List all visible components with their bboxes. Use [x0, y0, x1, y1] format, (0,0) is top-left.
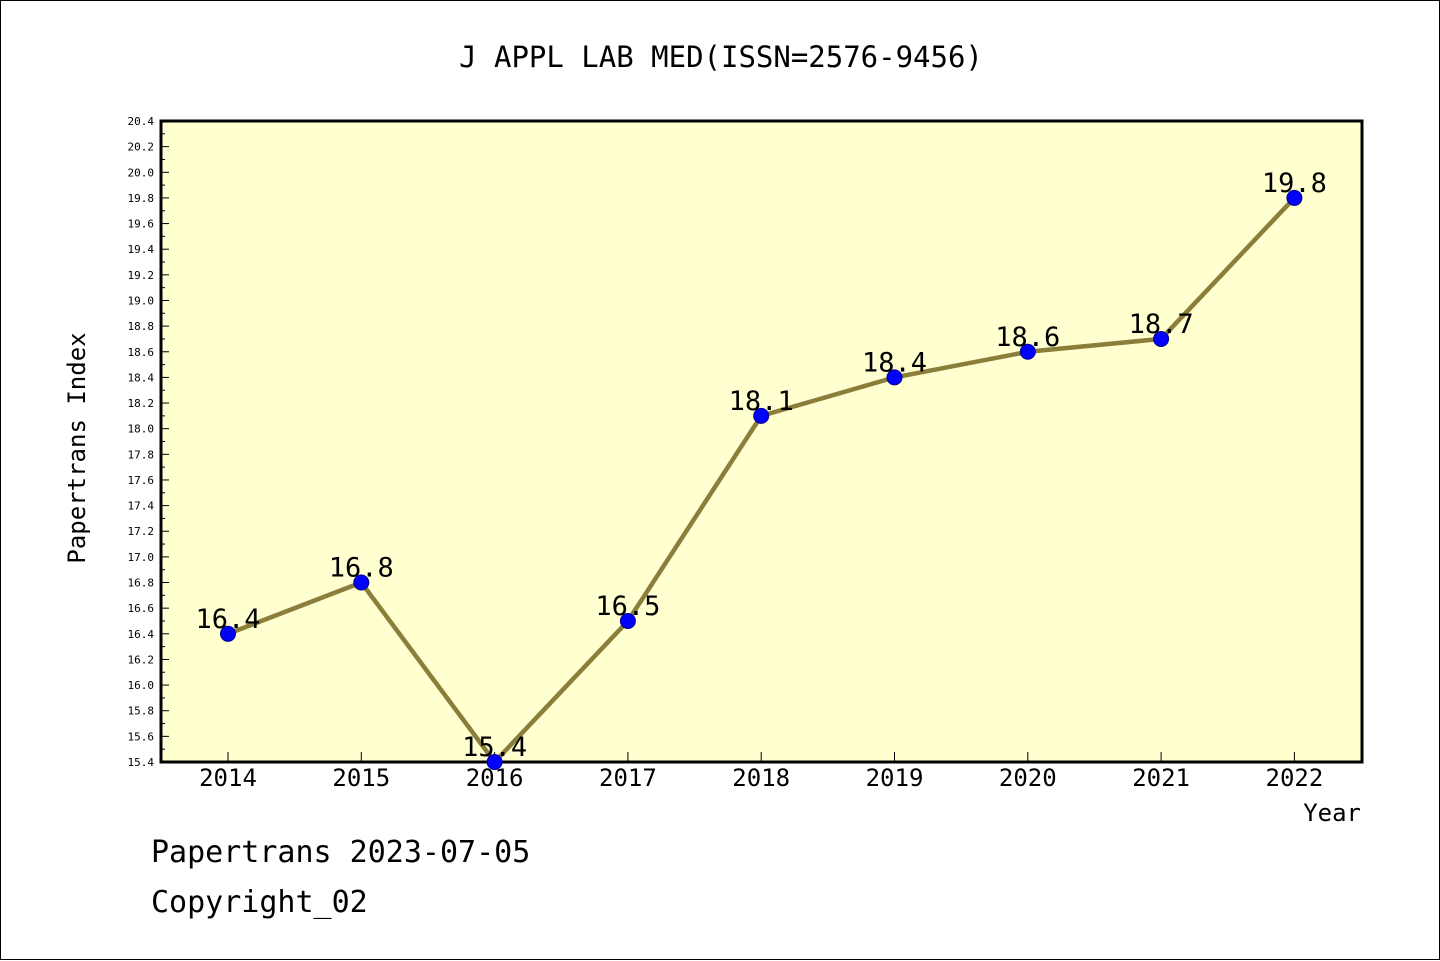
data-point-2019: [886, 369, 903, 386]
y-tick-label: 15.6: [128, 730, 155, 743]
y-tick-label: 19.4: [128, 243, 155, 256]
data-label-2021: 18.7: [1129, 309, 1194, 340]
data-point-2015: [353, 574, 370, 591]
x-tick-label: 2017: [599, 764, 657, 792]
y-tick-label: 19.8: [128, 192, 155, 205]
data-label-2016: 15.4: [462, 732, 527, 763]
y-tick-label: 17.2: [128, 525, 155, 538]
y-tick-label: 16.6: [128, 602, 155, 615]
x-tick-label: 2021: [1132, 764, 1190, 792]
data-label-2019: 18.4: [862, 347, 927, 378]
y-tick-label: 18.4: [128, 371, 155, 384]
y-tick-label: 19.2: [128, 269, 155, 282]
y-axis-label: Papertrans Index: [63, 332, 91, 563]
chart-title: J APPL LAB MED(ISSN=2576-9456): [459, 40, 983, 74]
data-point-2020: [1019, 343, 1036, 360]
y-tick-label: 18.6: [128, 346, 155, 359]
y-tick-label: 17.8: [128, 448, 155, 461]
x-axis-label: Year: [1303, 799, 1361, 827]
y-tick-label: 19.0: [128, 294, 155, 307]
data-point-2018: [753, 407, 770, 424]
y-tick-label: 16.0: [128, 679, 155, 692]
data-label-2015: 16.8: [329, 553, 394, 584]
y-tick-label: 16.4: [128, 628, 155, 641]
y-tick-label: 15.4: [128, 756, 155, 769]
y-tick-label: 18.0: [128, 423, 155, 436]
y-tick-label: 20.4: [128, 115, 155, 128]
y-tick-label: 16.8: [128, 577, 155, 590]
y-tick-label: 17.4: [128, 500, 155, 513]
data-label-2020: 18.6: [995, 322, 1060, 353]
x-tick-label: 2019: [866, 764, 924, 792]
footer-copyright: Copyright_02: [151, 885, 368, 920]
series-markers: [220, 189, 1303, 770]
x-tick-label: 2015: [332, 764, 390, 792]
x-tick-label: 2022: [1266, 764, 1324, 792]
y-tick-label: 20.0: [128, 166, 155, 179]
plot-area: [159, 119, 1364, 764]
y-tick-label: 15.8: [128, 705, 155, 718]
y-axis: 15.4 15.6 15.8 16.0 16.2 16.4 16.6 16.8 17.0 17.2…: [128, 115, 169, 769]
data-labels: 16.4 16.8 15.4 16.5 18.1 18.4 18.6 18.7 19.8: [195, 168, 1326, 763]
data-point-2017: [619, 612, 636, 629]
footer-date: Papertrans 2023-07-05: [151, 835, 531, 870]
y-tick-label: 17.0: [128, 551, 155, 564]
data-point-2022: [1286, 189, 1303, 206]
x-tick-label: 2020: [999, 764, 1057, 792]
data-label-2018: 18.1: [729, 386, 794, 417]
data-label-2022: 19.8: [1262, 168, 1327, 199]
data-label-2014: 16.4: [195, 604, 260, 635]
x-tick-label: 2014: [199, 764, 257, 792]
y-tick-label: 16.2: [128, 653, 155, 666]
y-tick-label: 18.8: [128, 320, 155, 333]
data-point-2014: [220, 625, 236, 642]
x-tick-label: 2018: [732, 764, 790, 792]
y-tick-label: 20.2: [128, 141, 155, 154]
y-tick-label: 17.6: [128, 474, 155, 487]
y-tick-label: 19.6: [128, 218, 155, 231]
data-label-2017: 16.5: [595, 591, 660, 622]
y-tick-label: 18.2: [128, 397, 155, 410]
data-point-2021: [1153, 330, 1170, 347]
data-point-2016: [486, 754, 503, 770]
